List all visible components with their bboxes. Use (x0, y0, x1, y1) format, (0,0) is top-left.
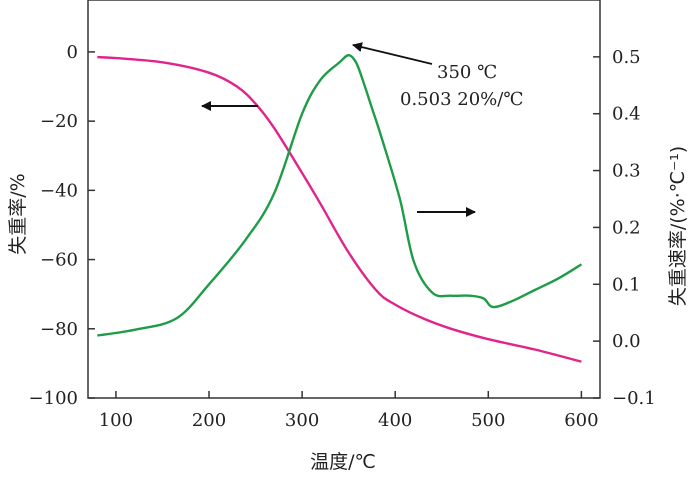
peak-pointer-arrow (352, 42, 433, 65)
y-left-axis-title: 失重率/% (7, 173, 29, 254)
y-right-tick-label: 0.1 (612, 274, 641, 295)
peak-rate-label: 0.503 20%/℃ (400, 89, 523, 110)
y-left-tick-label: −40 (40, 180, 78, 201)
x-tick-label: 500 (471, 410, 505, 431)
right-axis-ticks: 0.5 0.4 0.3 0.2 0.1 0.0 −0.1 (593, 47, 656, 409)
y-right-tick-label: 0.4 (612, 104, 641, 125)
mass-loss-rate-curve (97, 54, 583, 337)
y-left-tick-label: −60 (40, 250, 78, 271)
y-left-tick-label: −100 (29, 388, 78, 409)
x-axis-title: 温度/℃ (310, 451, 376, 473)
y-left-tick-label: −20 (40, 111, 78, 132)
x-tick-label: 600 (564, 410, 598, 431)
left-axis-ticks: 0 −20 −40 −60 −80 −100 (29, 42, 95, 409)
plot-frame (87, 0, 601, 399)
x-tick-label: 200 (192, 410, 226, 431)
peak-temperature-label: 350 ℃ (437, 62, 497, 83)
bottom-axis-ticks: 100 200 300 400 500 600 (99, 391, 599, 431)
y-right-axis-title: 失重速率/(%·℃⁻¹) (667, 146, 689, 306)
y-right-tick-label: 0.2 (612, 217, 641, 238)
y-right-tick-label: 0.0 (612, 331, 641, 352)
y-left-tick-label: 0 (67, 42, 78, 63)
y-right-tick-label: 0.3 (612, 161, 641, 182)
y-right-tick-label: −0.1 (612, 388, 656, 409)
mass-loss-curve (97, 55, 582, 363)
y-right-tick-label: 0.5 (612, 47, 641, 68)
x-tick-label: 400 (378, 410, 412, 431)
y-left-tick-label: −80 (40, 319, 78, 340)
x-tick-label: 300 (285, 410, 319, 431)
x-tick-label: 100 (99, 410, 133, 431)
